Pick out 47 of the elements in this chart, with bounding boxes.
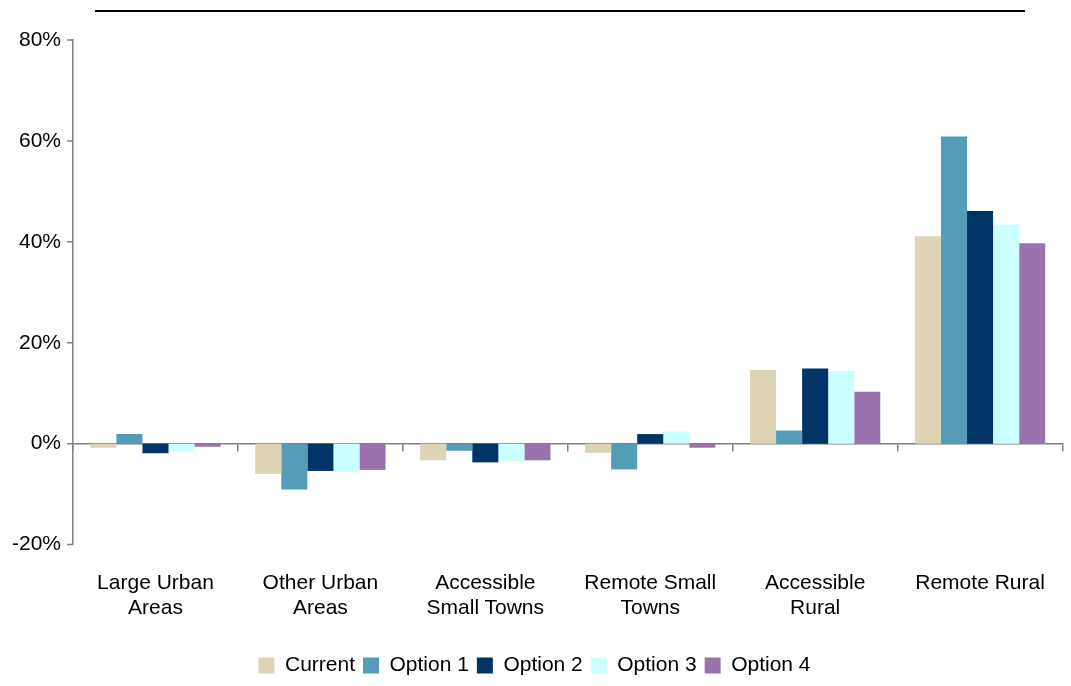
legend-label: Current <box>284 652 356 676</box>
bar <box>168 443 195 452</box>
x-tick-label: Accessible Rural <box>764 570 866 619</box>
y-tick-label: 20% <box>18 329 62 353</box>
bar <box>993 224 1020 444</box>
bar <box>116 434 143 444</box>
y-tick-label: 80% <box>18 26 62 50</box>
x-tick-label: Other Urban Areas <box>262 570 379 619</box>
legend-label: Option 4 <box>731 652 811 676</box>
bar <box>585 443 612 453</box>
legend-label: Option 3 <box>617 652 697 676</box>
bar <box>524 443 551 461</box>
bar <box>333 443 360 472</box>
bar <box>420 443 447 461</box>
x-tick-label: Large Urban Areas <box>97 570 214 619</box>
bar <box>689 443 716 448</box>
bar <box>854 391 881 444</box>
legend-label: Option 1 <box>389 652 469 676</box>
bar <box>914 236 941 444</box>
bar <box>663 431 690 444</box>
bar <box>281 443 308 490</box>
bar <box>1019 243 1046 444</box>
bar <box>255 443 282 474</box>
x-tick-label: Remote Small Towns <box>584 570 717 619</box>
bar <box>194 443 221 447</box>
bar <box>472 443 499 463</box>
y-tick-label: 40% <box>18 228 62 252</box>
bar <box>90 443 117 448</box>
bar <box>142 443 169 454</box>
bar <box>498 443 525 462</box>
bar <box>611 443 638 470</box>
y-tick-label: -20% <box>11 531 62 555</box>
bar <box>802 368 829 444</box>
y-tick-label: 0% <box>30 430 62 454</box>
bar <box>776 430 803 444</box>
y-tick-label: 60% <box>18 127 62 151</box>
bar <box>940 136 968 444</box>
bar <box>828 371 855 444</box>
bar <box>446 443 473 451</box>
bar <box>359 443 386 470</box>
bar <box>967 211 994 444</box>
x-tick-label: Remote Rural <box>915 570 1045 593</box>
x-tick-label: Accessible Small Towns <box>426 570 545 619</box>
bar <box>637 434 664 444</box>
bar <box>307 443 334 471</box>
bar <box>750 370 777 444</box>
legend-label: Option 2 <box>503 652 583 676</box>
